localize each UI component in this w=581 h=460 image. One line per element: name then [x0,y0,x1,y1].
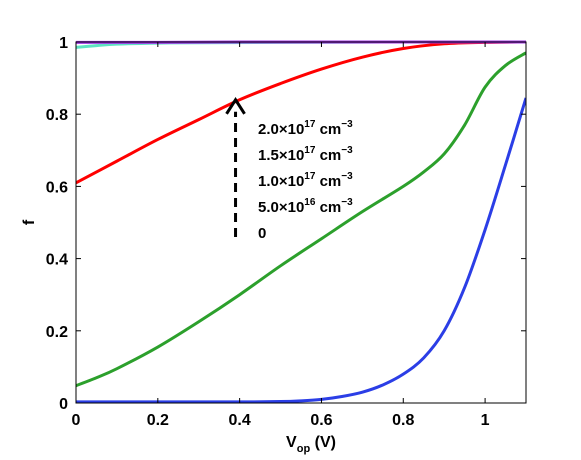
annotation-layer: 2.0×1017 cm−31.5×1017 cm−31.0×1017 cm−35… [225,96,353,242]
concentration-label: 1.0×1017 cm−3 [258,171,353,190]
y-tick-label: 0 [59,396,68,413]
y-tick-label: 1 [59,35,68,52]
x-axis-label-unit: (V) [310,434,336,451]
series-layer [76,40,526,404]
concentration-unit: cm [315,147,341,164]
x-tick-label: 0 [72,412,81,429]
series-line-1 [76,97,526,404]
concentration-unit-exponent: −3 [341,197,353,208]
concentration-unit-exponent: −3 [341,119,353,130]
concentration-exponent: 17 [304,171,316,182]
x-tick-label: 0.6 [310,412,332,429]
axes-layer: 0 0.2 0.4 0.6 0.8 1 0 0.2 0.4 0.6 0.8 1 Vop (V) f [21,35,527,455]
concentration-exponent: 17 [304,119,316,130]
concentration-unit-exponent: −3 [341,145,353,156]
x-tick-label: 1 [481,412,490,429]
plot-frame [75,41,527,404]
concentration-value: 1.5×10 [258,147,304,164]
x-axis-label-main: V [286,434,297,451]
concentration-label: 1.5×1017 cm−3 [258,145,353,164]
series-line-3 [76,40,526,185]
y-tick-label: 0.6 [46,179,68,196]
arrow-head [225,96,246,115]
series-line-2 [76,51,526,388]
concentration-value: 0 [258,225,266,242]
concentration-unit-exponent: −3 [341,171,353,182]
concentration-exponent: 16 [304,197,316,208]
y-tick-label: 0.4 [46,252,68,269]
y-axis-label: f [21,219,38,225]
y-tick-label: 0.2 [46,324,68,341]
concentration-value: 1.0×10 [258,173,304,190]
concentration-exponent: 17 [304,145,316,156]
concentration-value: 2.0×10 [258,121,304,138]
x-tick-label: 0.8 [392,412,414,429]
concentration-value: 5.0×10 [258,199,304,216]
concentration-unit: cm [315,173,341,190]
x-tick-label: 0.2 [147,412,169,429]
x-tick-label: 0.4 [229,412,251,429]
x-axis-label-subscript: op [297,443,311,455]
concentration-label: 5.0×1016 cm−3 [258,197,353,216]
concentration-label: 2.0×1017 cm−3 [258,119,353,138]
x-axis-label: Vop (V) [286,434,336,455]
concentration-label: 0 [258,225,266,242]
y-tick-label: 0.8 [46,107,68,124]
concentration-unit: cm [315,199,341,216]
concentration-unit: cm [315,121,341,138]
